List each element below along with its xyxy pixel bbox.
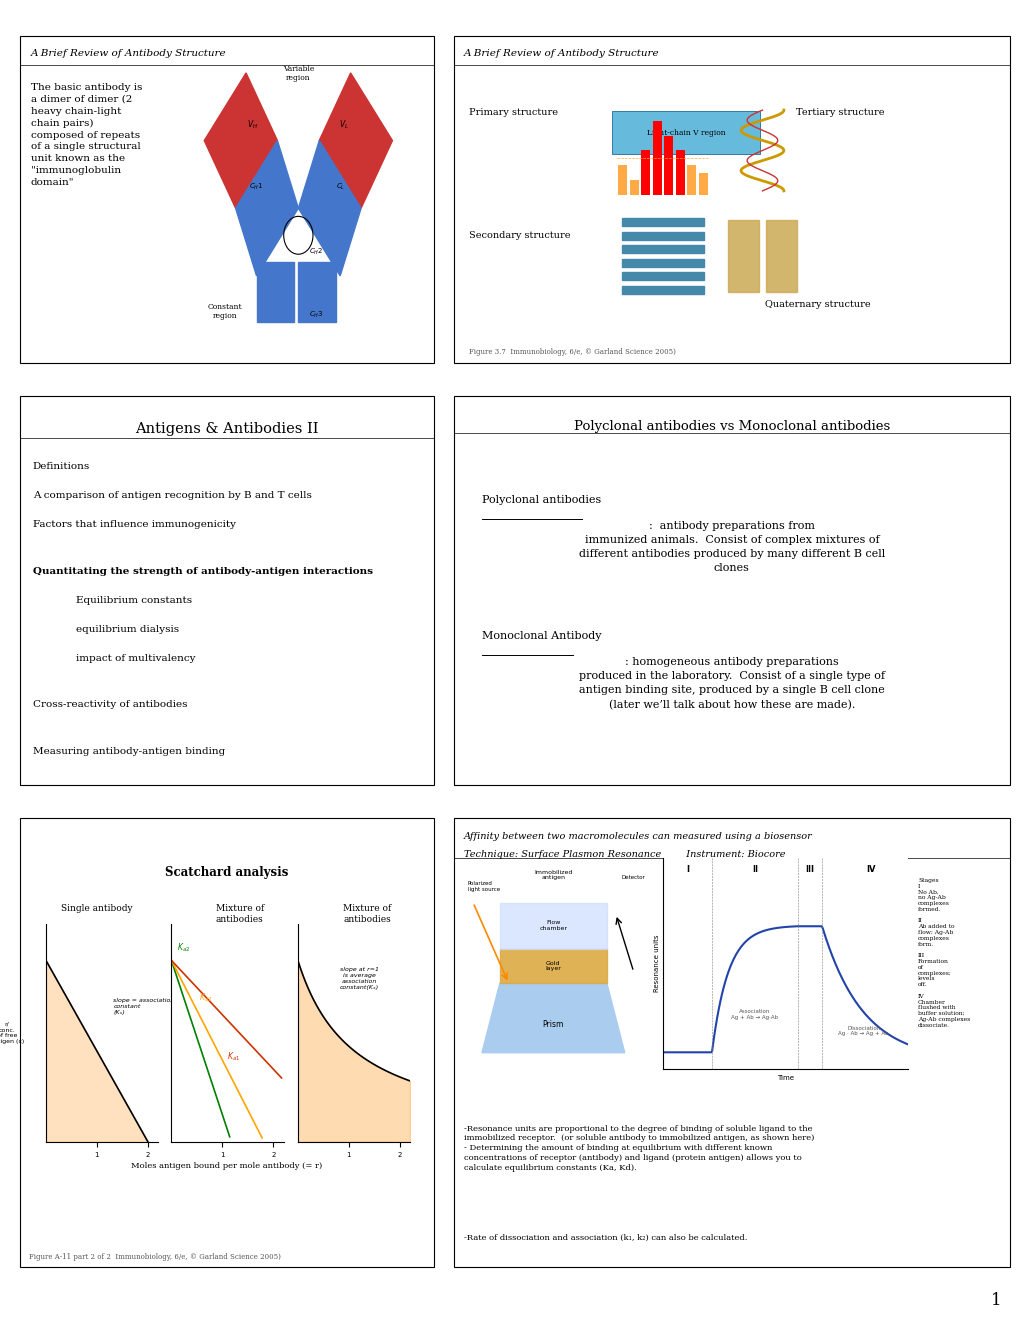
Bar <box>698 173 707 195</box>
Text: Definitions: Definitions <box>33 462 90 471</box>
Bar <box>687 165 696 195</box>
Text: I: I <box>686 865 688 874</box>
Text: Figure 3.7  Immunobiology, 6/e, © Garland Science 2005): Figure 3.7 Immunobiology, 6/e, © Garland… <box>469 348 676 356</box>
Text: Polarized
light source: Polarized light source <box>468 880 499 892</box>
Bar <box>299 263 335 322</box>
Y-axis label: r/
conc.
of free
antigen (c): r/ conc. of free antigen (c) <box>0 1022 24 1044</box>
Text: Mixture of
antibodies: Mixture of antibodies <box>342 904 391 924</box>
Text: -Rate of dissociation and association (k₁, k₂) can also be calculated.: -Rate of dissociation and association (k… <box>464 1234 747 1242</box>
Text: -Resonance units are proportional to the degree of binding of soluble ligand to : -Resonance units are proportional to the… <box>464 1125 814 1172</box>
Text: IV: IV <box>865 865 875 874</box>
Text: II: II <box>751 865 757 874</box>
Y-axis label: Resonance units: Resonance units <box>653 935 659 993</box>
Text: Gold
layer: Gold layer <box>545 961 560 972</box>
FancyBboxPatch shape <box>611 111 759 154</box>
Text: Secondary structure: Secondary structure <box>469 231 571 240</box>
Bar <box>765 220 796 292</box>
Text: $K_{a2}$: $K_{a2}$ <box>177 941 190 953</box>
Bar <box>622 285 704 294</box>
FancyBboxPatch shape <box>453 818 1009 1267</box>
Text: A Brief Review of Antibody Structure: A Brief Review of Antibody Structure <box>464 49 659 58</box>
Text: slope at r=1
is average
association
constant(Kₓ): slope at r=1 is average association cons… <box>339 968 379 990</box>
Text: Monoclonal Antibody: Monoclonal Antibody <box>482 631 601 642</box>
Bar <box>629 181 638 195</box>
Text: :  antibody preparations from
immunized animals.  Consist of complex mixtures of: : antibody preparations from immunized a… <box>578 521 884 573</box>
Bar <box>652 120 661 195</box>
Text: The basic antibody is
a dimer of dimer (2
heavy chain-light
chain pairs)
compose: The basic antibody is a dimer of dimer (… <box>31 83 142 186</box>
Text: III: III <box>805 865 813 874</box>
Text: Prism: Prism <box>542 1020 564 1030</box>
Polygon shape <box>235 141 299 276</box>
Text: Flow
chamber: Flow chamber <box>539 920 567 931</box>
Text: 1: 1 <box>990 1292 1001 1309</box>
FancyBboxPatch shape <box>20 818 433 1267</box>
Text: Polyclonal antibodies vs Monoclonal antibodies: Polyclonal antibodies vs Monoclonal anti… <box>573 420 890 433</box>
Text: A Brief Review of Antibody Structure: A Brief Review of Antibody Structure <box>31 49 226 58</box>
Text: $C_{H}2$: $C_{H}2$ <box>309 247 323 257</box>
Text: Affinity between two macromolecules can measured using a biosensor: Affinity between two macromolecules can … <box>464 832 812 841</box>
Polygon shape <box>482 983 624 1053</box>
Bar <box>728 220 758 292</box>
Text: $K_{a2}$: $K_{a2}$ <box>200 991 212 1003</box>
Text: Factors that influence immunogenicity: Factors that influence immunogenicity <box>33 520 235 529</box>
Text: $C_L$: $C_L$ <box>335 182 344 193</box>
Text: Measuring antibody-antigen binding: Measuring antibody-antigen binding <box>33 747 224 755</box>
Polygon shape <box>204 73 277 209</box>
Bar <box>675 150 684 195</box>
Text: $V_H$: $V_H$ <box>247 117 258 131</box>
Bar <box>618 165 627 195</box>
Text: Primary structure: Primary structure <box>469 108 557 117</box>
Text: Cross-reactivity of antibodies: Cross-reactivity of antibodies <box>33 700 186 709</box>
Polygon shape <box>319 73 392 209</box>
Bar <box>663 136 673 195</box>
Text: A comparison of antigen recognition by B and T cells: A comparison of antigen recognition by B… <box>33 491 311 500</box>
Text: $K_{a1}$: $K_{a1}$ <box>227 1049 240 1063</box>
Text: Tertiary structure: Tertiary structure <box>795 108 883 117</box>
Polygon shape <box>499 903 606 949</box>
Text: Equilibrium constants: Equilibrium constants <box>76 595 193 605</box>
Text: Technique: Surface Plasmon Resonance        Instrument: Biocore: Technique: Surface Plasmon Resonance Ins… <box>464 850 785 859</box>
Text: Variable
region: Variable region <box>282 65 314 82</box>
Text: Association
Ag + Ab → Ag·Ab: Association Ag + Ab → Ag·Ab <box>731 1008 777 1019</box>
FancyBboxPatch shape <box>453 396 1009 785</box>
Bar <box>622 272 704 280</box>
Text: : homogeneous antibody preparations
produced in the laboratory.  Consist of a si: : homogeneous antibody preparations prod… <box>579 657 884 710</box>
Polygon shape <box>299 141 361 276</box>
Text: Quantitating the strength of antibody-antigen interactions: Quantitating the strength of antibody-an… <box>33 566 372 576</box>
Text: Moles antigen bound per mole antibody (= r): Moles antigen bound per mole antibody (=… <box>131 1162 322 1170</box>
Text: Constant
region: Constant region <box>208 304 243 321</box>
Bar <box>641 150 650 195</box>
Text: Light-chain V region: Light-chain V region <box>646 129 726 137</box>
Bar <box>622 232 704 240</box>
Text: Immobilized
antigen: Immobilized antigen <box>534 870 572 880</box>
Text: equilibrium dialysis: equilibrium dialysis <box>76 624 179 634</box>
Text: Figure A-11 part 2 of 2  Immunobiology, 6/e, © Garland Science 2005): Figure A-11 part 2 of 2 Immunobiology, 6… <box>29 1253 280 1261</box>
FancyBboxPatch shape <box>453 36 1009 363</box>
Bar <box>622 246 704 253</box>
Text: $C_{H}1$: $C_{H}1$ <box>249 182 264 193</box>
Text: Mixture of
antibodies: Mixture of antibodies <box>215 904 264 924</box>
Text: Polyclonal antibodies: Polyclonal antibodies <box>482 495 601 506</box>
Text: slope = association
constant
(Kₓ): slope = association constant (Kₓ) <box>113 998 174 1015</box>
Text: Single antibody: Single antibody <box>61 904 132 913</box>
Text: Antigens & Antibodies II: Antigens & Antibodies II <box>136 422 318 437</box>
Polygon shape <box>499 949 606 983</box>
FancyBboxPatch shape <box>20 396 433 785</box>
Text: Quaternary structure: Quaternary structure <box>764 300 870 309</box>
Text: impact of multivalency: impact of multivalency <box>76 653 196 663</box>
Text: Stages
I
No Ab,
no Ag-Ab
complexes
formed.

II
Ab added to
flow; Ag-Ab
complexes: Stages I No Ab, no Ag-Ab complexes forme… <box>917 878 969 1028</box>
Text: $C_{H}3$: $C_{H}3$ <box>309 309 323 319</box>
Bar <box>257 263 293 322</box>
Bar <box>622 218 704 227</box>
Text: Scatchard analysis: Scatchard analysis <box>165 866 288 879</box>
FancyBboxPatch shape <box>20 36 433 363</box>
Text: $V_L$: $V_L$ <box>339 117 348 131</box>
Bar <box>622 259 704 267</box>
Text: Dissociation
Ag · Ab → Ag + Ab: Dissociation Ag · Ab → Ag + Ab <box>838 1026 889 1036</box>
X-axis label: Time: Time <box>776 1074 793 1081</box>
Text: Detector: Detector <box>622 875 645 880</box>
